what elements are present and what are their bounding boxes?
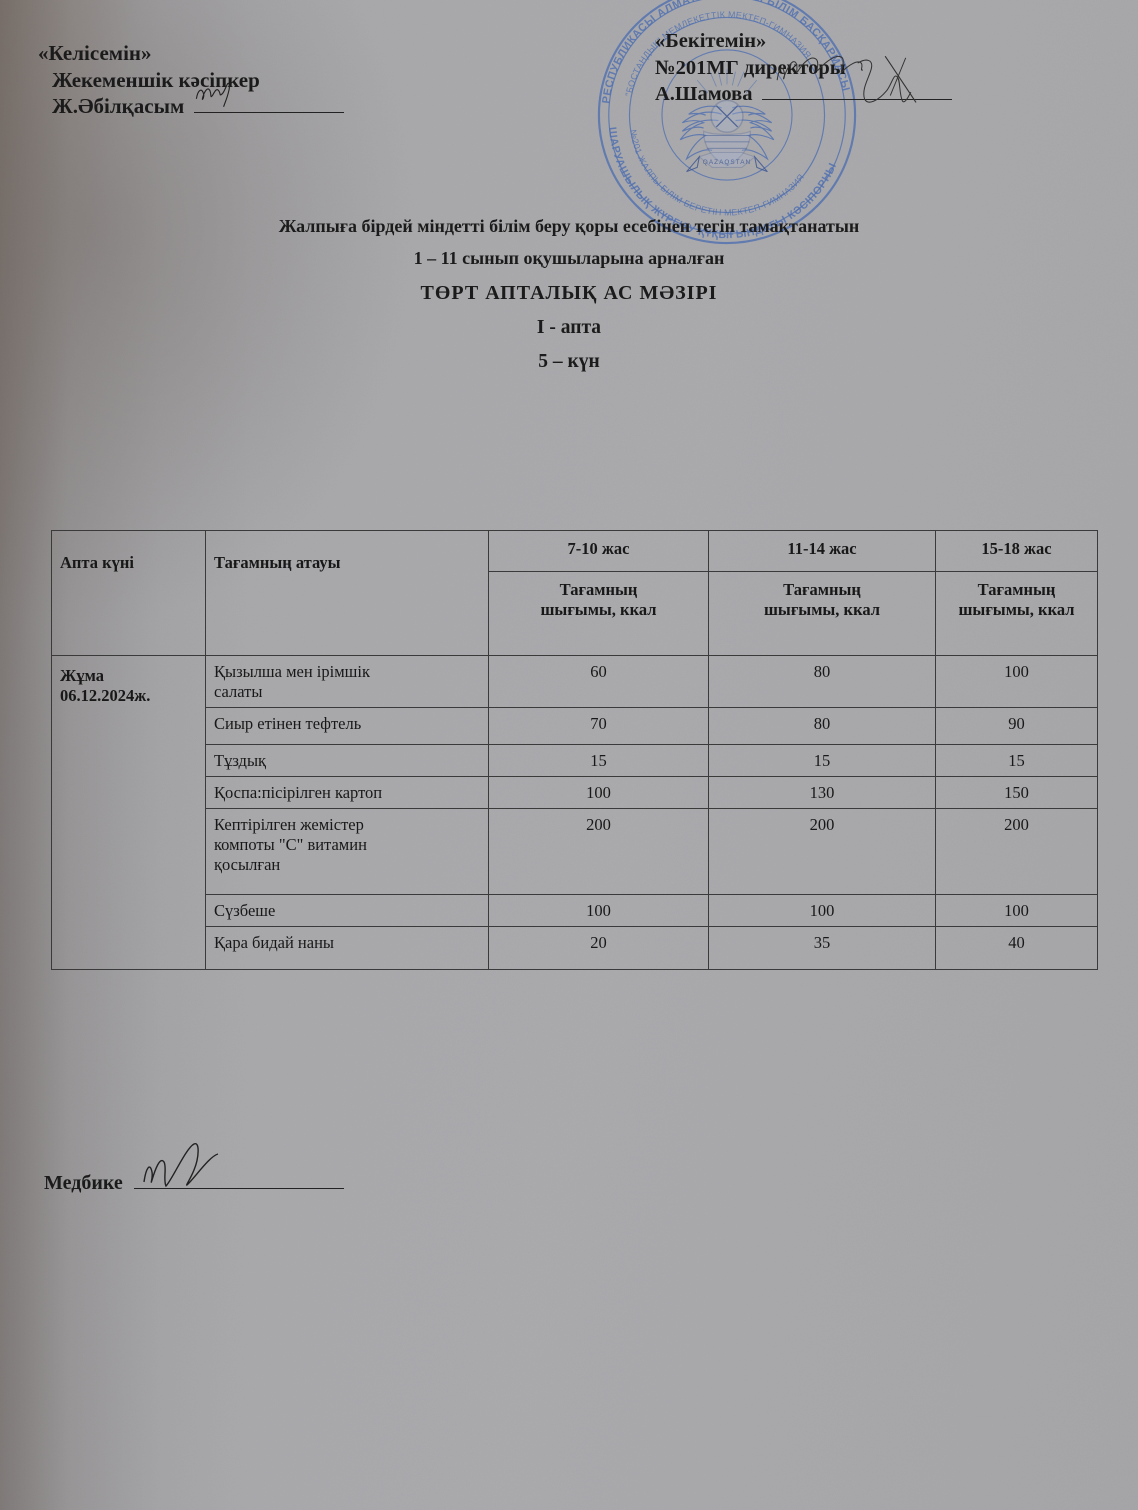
svg-text:QAZAQSTAN: QAZAQSTAN [703, 159, 751, 166]
